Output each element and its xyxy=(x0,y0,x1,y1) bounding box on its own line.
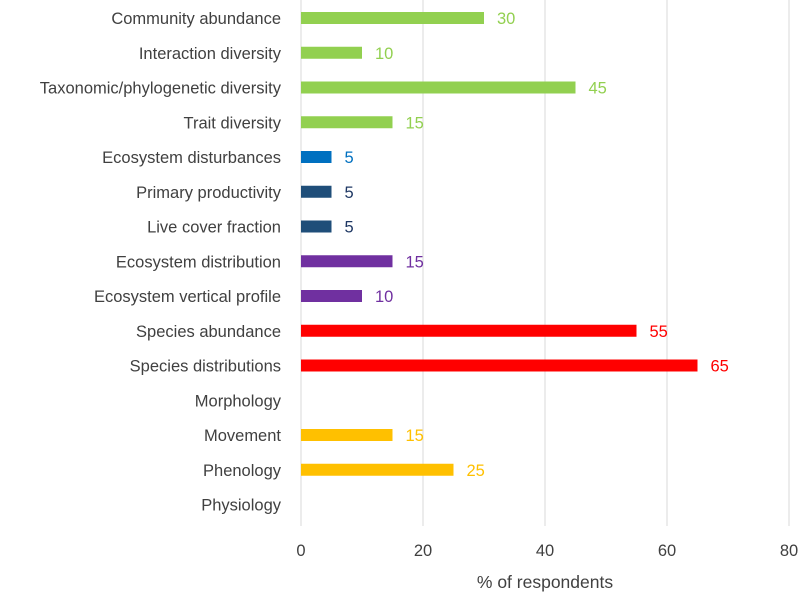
category-label: Species abundance xyxy=(136,323,281,341)
data-label: 15 xyxy=(406,114,424,132)
x-tick-labels: 0 20 40 60 80 xyxy=(296,542,798,560)
category-label: Physiology xyxy=(201,497,282,515)
bar xyxy=(301,116,393,129)
category-label: Ecosystem disturbances xyxy=(102,149,281,167)
bar xyxy=(301,12,484,24)
data-label: 15 xyxy=(406,253,424,271)
data-label: 55 xyxy=(650,323,668,341)
bar xyxy=(301,255,393,268)
category-label: Taxonomic/phylogenetic diversity xyxy=(40,80,282,98)
category-labels: Community abundance Interaction diversity… xyxy=(40,10,282,515)
x-tick-label: 40 xyxy=(536,542,554,560)
data-label: 10 xyxy=(375,45,393,63)
data-label: 30 xyxy=(497,10,515,28)
bar xyxy=(301,185,332,198)
category-label: Community abundance xyxy=(111,10,281,28)
data-label: 25 xyxy=(467,462,485,480)
bar xyxy=(301,81,576,94)
x-axis-title: % of respondents xyxy=(477,572,613,592)
category-label: Morphology xyxy=(195,392,282,410)
category-label: Phenology xyxy=(203,462,282,480)
bar xyxy=(301,429,393,441)
category-label: Primary productivity xyxy=(136,184,282,202)
category-label: Trait diversity xyxy=(184,114,282,132)
bar xyxy=(301,290,362,302)
data-label: 15 xyxy=(406,427,424,445)
category-label: Ecosystem distribution xyxy=(116,253,281,271)
category-label: Live cover fraction xyxy=(147,219,281,237)
x-tick-label: 60 xyxy=(658,542,676,560)
bar xyxy=(301,46,362,59)
data-label: 45 xyxy=(589,80,607,98)
bar xyxy=(301,359,698,372)
x-tick-label: 0 xyxy=(296,542,305,560)
bars xyxy=(301,12,698,476)
bar xyxy=(301,463,454,476)
category-label: Species distributions xyxy=(130,358,281,376)
data-label: 10 xyxy=(375,288,393,306)
data-label: 5 xyxy=(345,149,354,167)
bar xyxy=(301,220,332,233)
bar xyxy=(301,324,637,337)
x-tick-label: 20 xyxy=(414,542,432,560)
category-label: Movement xyxy=(204,427,281,445)
x-tick-label: 80 xyxy=(780,542,798,560)
data-label: 5 xyxy=(345,219,354,237)
data-label: 5 xyxy=(345,184,354,202)
bar xyxy=(301,151,332,163)
category-label: Ecosystem vertical profile xyxy=(94,288,281,306)
data-label: 65 xyxy=(711,358,729,376)
category-label: Interaction diversity xyxy=(139,45,282,63)
